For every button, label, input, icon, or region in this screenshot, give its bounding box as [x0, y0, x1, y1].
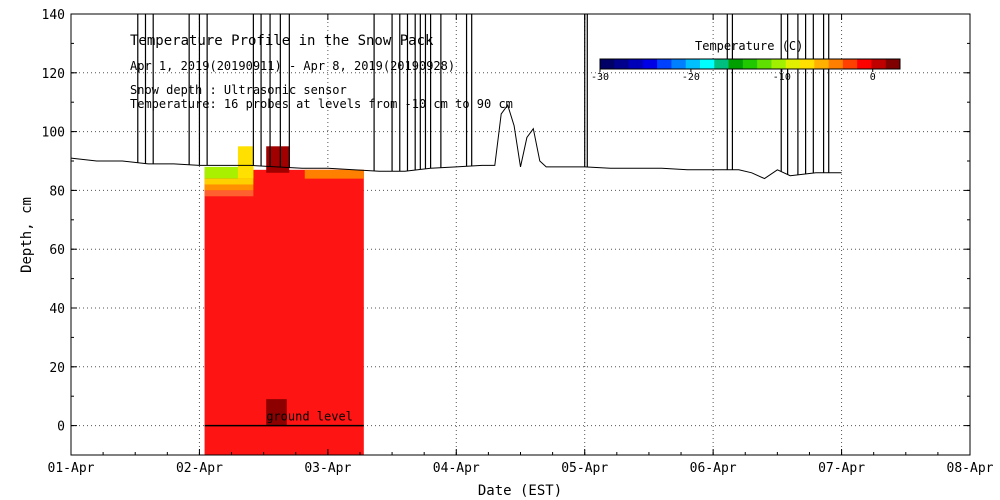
snow-depth-series: [71, 14, 842, 180]
colorbar-swatch: [871, 59, 887, 69]
colorbar-swatch: [742, 59, 758, 69]
chart-title: Temperature Profile in the Snow Pack: [130, 33, 434, 49]
colorbar-title: Temperature (C): [695, 39, 803, 53]
colorbar-tick-label: -30: [591, 72, 609, 83]
x-tick-label: 04-Apr: [433, 461, 480, 476]
colorbar-swatch: [828, 59, 844, 69]
colorbar-swatch: [628, 59, 644, 69]
y-tick-label: 100: [42, 126, 65, 141]
y-tick-label: 60: [49, 243, 65, 258]
colorbar-swatch: [614, 59, 630, 69]
colorbar: -30 -20 -10 0: [591, 58, 901, 83]
temperature-field-patch: [204, 190, 254, 197]
y-tick-label: 20: [49, 361, 65, 376]
colorbar-swatch: [642, 59, 658, 69]
colorbar-tick-label: 0: [870, 72, 876, 83]
colorbar-swatch: [657, 59, 672, 69]
colorbar-swatch: [685, 59, 701, 69]
x-tick-label: 01-Apr: [48, 461, 95, 476]
info-line-snow-depth: Snow depth : Ultrasonic sensor: [130, 83, 347, 97]
temperature-field-patch: [204, 166, 254, 179]
colorbar-tick-label: -10: [773, 72, 791, 83]
colorbar-swatch: [757, 59, 772, 69]
info-line-temperature: Temperature: 16 probes at levels from -1…: [130, 97, 513, 111]
colorbar-swatch: [814, 59, 830, 69]
temperature-field-patch: [304, 169, 364, 179]
y-tick-label: 80: [49, 184, 65, 199]
colorbar-tick-label: -20: [682, 72, 700, 83]
colorbar-swatch: [885, 59, 901, 69]
colorbar-swatch: [714, 59, 730, 69]
colorbar-swatch: [728, 59, 744, 69]
ground-level-label: ground level: [266, 410, 353, 424]
colorbar-swatch: [771, 59, 787, 69]
x-tick-label: 06-Apr: [690, 461, 737, 476]
x-tick-label: 07-Apr: [818, 461, 865, 476]
colorbar-swatch: [700, 59, 715, 69]
colorbar-swatch: [785, 59, 801, 69]
x-tick-label: 03-Apr: [304, 461, 351, 476]
y-tick-label: 0: [57, 420, 65, 435]
colorbar-swatch: [671, 59, 687, 69]
colorbar-swatch: [600, 59, 615, 69]
chart-subtitle: Apr 1, 2019(20190911) - Apr 8, 2019(2019…: [130, 59, 455, 73]
colorbar-swatch: [842, 59, 858, 69]
ground-level-marker: ground level: [204, 410, 364, 427]
y-tick-label: 120: [42, 67, 65, 82]
snow-depth-line: [71, 104, 842, 180]
temperature-field-patch: [204, 178, 254, 185]
x-tick-label: 02-Apr: [176, 461, 223, 476]
colorbar-swatch: [800, 59, 815, 69]
colorbar-swatch: [857, 59, 872, 69]
y-axis-title: Depth, cm: [19, 197, 35, 273]
axes: 01-Apr 02-Apr 03-Apr 04-Apr 05-Apr 06-Apr 07-A…: [42, 8, 994, 476]
x-tick-label: 08-Apr: [947, 461, 994, 476]
temperature-field-patch: [237, 146, 254, 179]
temperature-field: [204, 146, 364, 455]
colorbar-frame: [599, 58, 901, 70]
x-axis-title: Date (EST): [478, 483, 562, 499]
y-tick-label: 140: [42, 8, 65, 23]
y-tick-label: 40: [49, 302, 65, 317]
x-tick-label: 05-Apr: [561, 461, 608, 476]
temperature-field-patch: [204, 184, 254, 191]
temperature-field-patch: [266, 399, 287, 426]
